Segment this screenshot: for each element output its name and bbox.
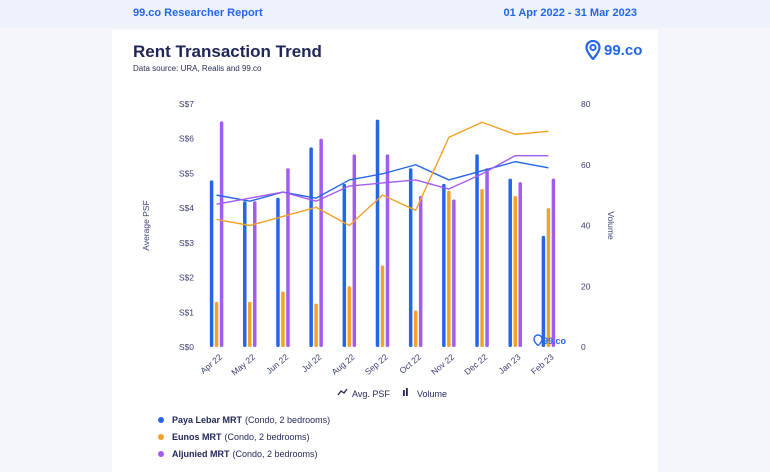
legend-detail-eunos: (Condo, 2 bedrooms)	[224, 432, 310, 442]
bar-paya_lebar-jan-23	[508, 178, 512, 347]
watermark-logo: 99.co	[533, 334, 567, 347]
y-tick-label: S$4	[179, 203, 194, 213]
y-tick-label: S$1	[179, 307, 194, 317]
legend-detail-aljunied: (Condo, 2 bedrooms)	[232, 449, 318, 459]
watermark-pin-icon	[533, 334, 543, 347]
x-tick-label: Oct 22	[397, 352, 423, 376]
line-chart-icon	[337, 388, 348, 396]
bar-aljunied-oct-22	[418, 195, 423, 347]
y2-tick-label: 40	[581, 221, 591, 231]
bar-paya_lebar-may-22	[243, 201, 247, 347]
bar-paya_lebar-oct-22	[408, 168, 413, 347]
legend-swatch-eunos	[158, 434, 164, 440]
bar-aljunied-dec-22	[485, 168, 489, 347]
data-source: Data source: URA, Realis and 99.co	[133, 64, 262, 73]
location-pin-icon	[585, 40, 601, 60]
x-tick-label: Nov 22	[429, 352, 456, 377]
volume-line-aljunied	[216, 154, 549, 205]
bar-aljunied-jul-22	[319, 138, 323, 347]
bar-aljunied-feb-23	[551, 178, 556, 347]
bar-paya_lebar-sep-22	[375, 119, 380, 347]
bar-eunos-oct-22	[413, 310, 418, 347]
bar-eunos-sep-22	[380, 265, 385, 347]
brand-logo-text: 99.co	[604, 41, 643, 59]
legend-label-paya-lebar: Paya Lebar MRT	[172, 415, 243, 425]
bar-eunos-nov-22	[447, 190, 451, 347]
x-tick-label: Aug 22	[330, 352, 357, 377]
bar-eunos-dec-22	[480, 189, 484, 347]
bar-paya_lebar-nov-22	[442, 183, 446, 347]
y-tick-label: S$6	[179, 134, 194, 144]
y-tick-label: S$3	[179, 238, 194, 248]
bar-chart-icon-part	[403, 390, 405, 396]
legend-detail-paya-lebar: (Condo, 2 bedrooms)	[245, 415, 331, 425]
y-axis-title: Average PSF	[141, 200, 151, 250]
bar-paya_lebar-aug-22	[342, 183, 347, 347]
bar-aljunied-apr-22	[219, 121, 224, 347]
bar-aljunied-sep-22	[385, 154, 390, 347]
report-header-bar: 99.co Researcher Report 01 Apr 2022 - 31…	[0, 0, 770, 28]
watermark-text: 99.co	[543, 336, 567, 346]
y2-tick-label: 20	[581, 281, 591, 291]
bar-eunos-feb-23	[546, 208, 551, 347]
bar-paya_lebar-jul-22	[309, 147, 313, 347]
x-tick-label: Jan 23	[497, 352, 523, 376]
bar-aljunied-jun-22	[286, 168, 290, 347]
x-tick-label: Jul 22	[300, 352, 324, 374]
bar-paya_lebar-feb-23	[541, 235, 546, 347]
chart-card	[112, 30, 658, 472]
brand-logo: 99.co	[585, 40, 642, 60]
x-tick-label: Sep 22	[363, 352, 390, 377]
x-tick-label: Dec 22	[462, 352, 489, 377]
legend-item-aljunied[interactable]: Aljunied MRT (Condo, 2 bedrooms)	[158, 449, 318, 459]
legend-item-paya-lebar[interactable]: Paya Lebar MRT (Condo, 2 bedrooms)	[158, 415, 330, 425]
x-tick-label: Apr 22	[198, 352, 224, 376]
legend-item-eunos[interactable]: Eunos MRT (Condo, 2 bedrooms)	[158, 432, 310, 442]
y2-axis-title: Volume	[606, 211, 616, 240]
bar-eunos-jan-23	[513, 195, 517, 347]
report-date-range: 01 Apr 2022 - 31 Mar 2023	[503, 7, 637, 19]
y2-tick-label: 0	[581, 342, 586, 352]
bar-aljunied-nov-22	[452, 199, 456, 347]
bar-aljunied-jan-23	[518, 182, 522, 347]
bar-aljunied-may-22	[253, 201, 257, 347]
legend-swatch-aljunied	[158, 451, 164, 457]
bar-paya_lebar-dec-22	[475, 154, 479, 347]
bar-eunos-may-22	[248, 301, 252, 347]
y-tick-label: S$7	[179, 99, 194, 109]
bar-paya_lebar-apr-22	[209, 180, 214, 347]
bar-chart-icon	[406, 388, 408, 396]
bar-aljunied-aug-22	[352, 154, 357, 347]
y-tick-label: S$2	[179, 273, 194, 283]
report-name: 99.co Researcher Report	[133, 7, 263, 19]
legend-type-volume: Volume	[417, 389, 447, 399]
x-tick-label: Jun 22	[264, 352, 290, 376]
y2-tick-label: 80	[581, 99, 591, 109]
legend-label-aljunied: Aljunied MRT	[172, 449, 230, 459]
bar-eunos-apr-22	[214, 301, 219, 347]
legend-label-eunos: Eunos MRT	[172, 432, 222, 442]
bar-eunos-jul-22	[314, 303, 318, 347]
y2-tick-label: 60	[581, 160, 591, 170]
bar-paya_lebar-jun-22	[276, 197, 280, 347]
bar-eunos-jun-22	[281, 291, 285, 347]
x-tick-label: May 22	[229, 352, 257, 378]
legend-type-psf: Avg. PSF	[352, 389, 390, 399]
y-tick-label: S$0	[179, 342, 194, 352]
y-tick-label: S$5	[179, 168, 194, 178]
x-tick-label: Feb 23	[529, 352, 556, 377]
chart-title: Rent Transaction Trend	[133, 42, 322, 61]
bar-eunos-aug-22	[347, 286, 352, 347]
legend-swatch-paya-lebar	[158, 417, 164, 423]
volume-line-eunos	[216, 121, 549, 227]
